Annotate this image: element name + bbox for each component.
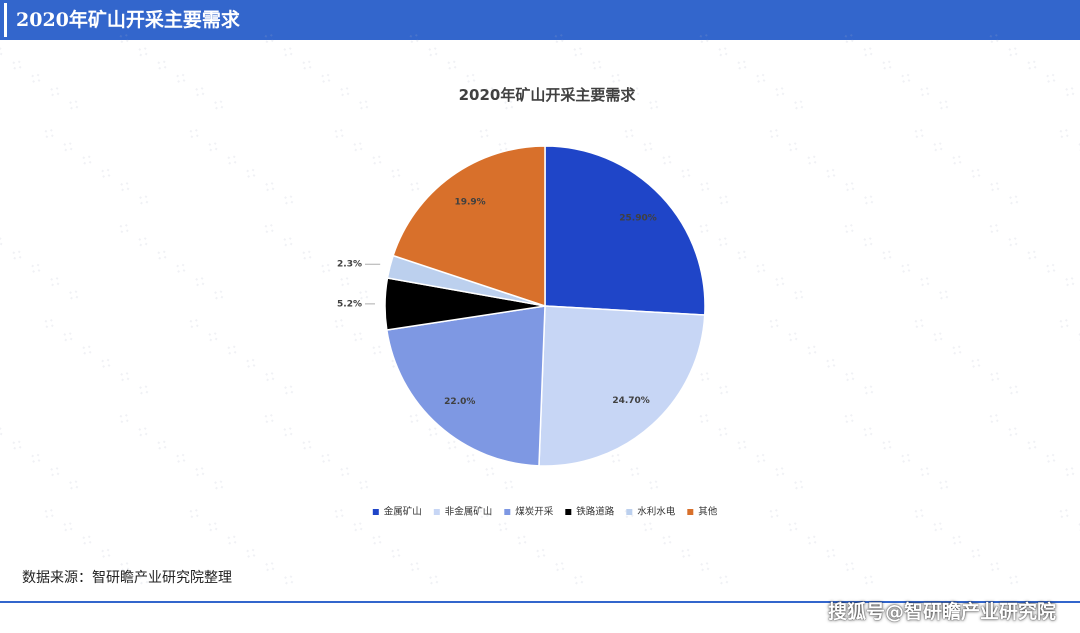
slice-label-2: 22.0%: [444, 397, 475, 407]
legend-label-0: 金属矿山: [384, 506, 422, 518]
header-accent: [4, 3, 7, 37]
page-title: 2020年矿山开采主要需求: [16, 9, 240, 31]
legend-swatch-3: [565, 509, 572, 515]
slice-label-4: 2.3%: [337, 260, 362, 270]
slice-label-5: 19.9%: [454, 198, 485, 208]
pie-chart: 2020年矿山开采主要需求 25.90% 24.70% 22.0% 5.2% 2.3% 1…: [337, 86, 718, 518]
legend-swatch-5: [687, 509, 694, 515]
slice-label-0: 25.90%: [619, 214, 657, 224]
legend-swatch-0: [372, 509, 379, 515]
chart-title: 2020年矿山开采主要需求: [459, 86, 637, 104]
legend-label-1: 非金属矿山: [445, 506, 493, 518]
footer-divider: [0, 601, 1080, 603]
legend-label-2: 煤炭开采: [515, 506, 554, 518]
pie-slice-0: [544, 145, 706, 316]
header-bar: 2020年矿山开采主要需求: [0, 0, 1080, 40]
legend-label-4: 水利水电: [637, 506, 676, 518]
legend-swatch-1: [433, 509, 440, 515]
pie-slice-1: [538, 305, 706, 467]
data-source: 数据来源：智研瞻产业研究院整理: [22, 570, 232, 586]
legend-swatch-4: [626, 509, 633, 515]
slice-label-1: 24.70%: [612, 396, 650, 406]
legend-label-5: 其他: [698, 506, 718, 518]
pie-slice-5: [392, 145, 546, 308]
sohu-credit: 搜狐号@智研瞻产业研究院: [827, 601, 1056, 623]
legend-swatch-2: [504, 509, 511, 515]
legend-label-3: 铁路道路: [576, 506, 615, 518]
slice-label-3: 5.2%: [337, 299, 362, 309]
pie-slice-2: [385, 305, 546, 467]
